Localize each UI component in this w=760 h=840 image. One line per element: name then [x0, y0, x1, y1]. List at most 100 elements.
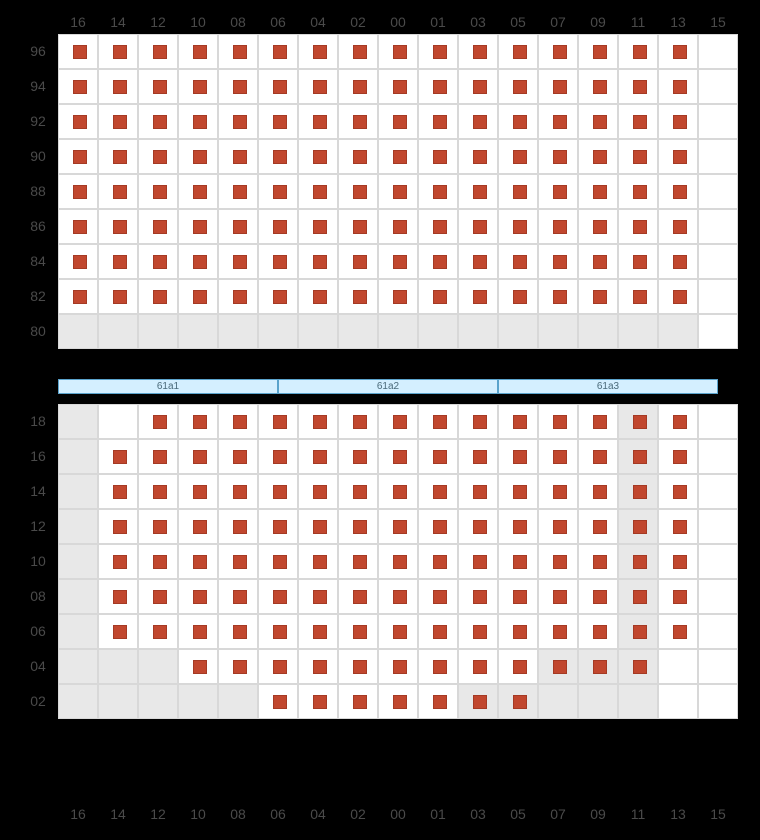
seat[interactable]: [193, 185, 207, 199]
seat[interactable]: [473, 45, 487, 59]
seat[interactable]: [73, 45, 87, 59]
seat[interactable]: [673, 115, 687, 129]
seat[interactable]: [433, 625, 447, 639]
section-label[interactable]: 61a3: [498, 379, 718, 394]
seat[interactable]: [633, 185, 647, 199]
seat[interactable]: [313, 80, 327, 94]
seat[interactable]: [193, 80, 207, 94]
seat[interactable]: [433, 660, 447, 674]
seat[interactable]: [593, 290, 607, 304]
section-label[interactable]: 61a1: [58, 379, 278, 394]
seat[interactable]: [353, 625, 367, 639]
seat[interactable]: [353, 450, 367, 464]
seat[interactable]: [313, 625, 327, 639]
seat[interactable]: [153, 220, 167, 234]
seat[interactable]: [353, 150, 367, 164]
seat[interactable]: [473, 185, 487, 199]
seat[interactable]: [633, 520, 647, 534]
seat[interactable]: [473, 695, 487, 709]
seat[interactable]: [353, 485, 367, 499]
seat[interactable]: [553, 255, 567, 269]
seat[interactable]: [313, 485, 327, 499]
seat[interactable]: [73, 255, 87, 269]
seat[interactable]: [433, 80, 447, 94]
seat[interactable]: [433, 415, 447, 429]
seat[interactable]: [313, 150, 327, 164]
seat[interactable]: [393, 415, 407, 429]
seat[interactable]: [633, 290, 647, 304]
seat[interactable]: [513, 185, 527, 199]
seat[interactable]: [113, 625, 127, 639]
seat[interactable]: [393, 450, 407, 464]
seat[interactable]: [513, 80, 527, 94]
seat[interactable]: [513, 220, 527, 234]
seat[interactable]: [233, 415, 247, 429]
seat[interactable]: [393, 695, 407, 709]
seat[interactable]: [233, 185, 247, 199]
seat[interactable]: [393, 220, 407, 234]
seat[interactable]: [193, 555, 207, 569]
seat[interactable]: [553, 185, 567, 199]
seat[interactable]: [73, 185, 87, 199]
seat[interactable]: [633, 555, 647, 569]
seat[interactable]: [233, 660, 247, 674]
seat[interactable]: [593, 150, 607, 164]
seat[interactable]: [393, 520, 407, 534]
seat[interactable]: [553, 520, 567, 534]
seat[interactable]: [233, 115, 247, 129]
seat[interactable]: [553, 290, 567, 304]
seat[interactable]: [553, 415, 567, 429]
seat[interactable]: [633, 590, 647, 604]
seat[interactable]: [673, 290, 687, 304]
seat[interactable]: [393, 660, 407, 674]
seat[interactable]: [273, 290, 287, 304]
seat[interactable]: [393, 80, 407, 94]
seat[interactable]: [353, 45, 367, 59]
seat[interactable]: [313, 115, 327, 129]
seat[interactable]: [193, 660, 207, 674]
seat[interactable]: [513, 290, 527, 304]
seat[interactable]: [473, 80, 487, 94]
seat[interactable]: [593, 255, 607, 269]
seat[interactable]: [553, 625, 567, 639]
seat[interactable]: [273, 150, 287, 164]
seat[interactable]: [273, 555, 287, 569]
seat[interactable]: [153, 520, 167, 534]
seat[interactable]: [593, 625, 607, 639]
seat[interactable]: [513, 255, 527, 269]
seat[interactable]: [433, 255, 447, 269]
seat[interactable]: [673, 555, 687, 569]
section-label[interactable]: 61a2: [278, 379, 498, 394]
seat[interactable]: [233, 290, 247, 304]
seat[interactable]: [393, 255, 407, 269]
seat[interactable]: [193, 590, 207, 604]
seat[interactable]: [233, 220, 247, 234]
seat[interactable]: [353, 695, 367, 709]
seat[interactable]: [673, 185, 687, 199]
seat[interactable]: [113, 520, 127, 534]
seat[interactable]: [513, 625, 527, 639]
seat[interactable]: [353, 185, 367, 199]
seat[interactable]: [433, 695, 447, 709]
seat[interactable]: [353, 290, 367, 304]
seat[interactable]: [153, 80, 167, 94]
seat[interactable]: [593, 115, 607, 129]
seat[interactable]: [273, 520, 287, 534]
seat[interactable]: [113, 290, 127, 304]
seat[interactable]: [633, 150, 647, 164]
seat[interactable]: [233, 150, 247, 164]
seat[interactable]: [193, 45, 207, 59]
seat[interactable]: [153, 290, 167, 304]
seat[interactable]: [313, 520, 327, 534]
seat[interactable]: [353, 520, 367, 534]
seat[interactable]: [233, 485, 247, 499]
seat[interactable]: [273, 255, 287, 269]
seat[interactable]: [673, 80, 687, 94]
seat[interactable]: [233, 625, 247, 639]
seat[interactable]: [673, 590, 687, 604]
seat[interactable]: [633, 80, 647, 94]
seat[interactable]: [393, 485, 407, 499]
seat[interactable]: [473, 660, 487, 674]
seat[interactable]: [553, 590, 567, 604]
seat[interactable]: [513, 555, 527, 569]
